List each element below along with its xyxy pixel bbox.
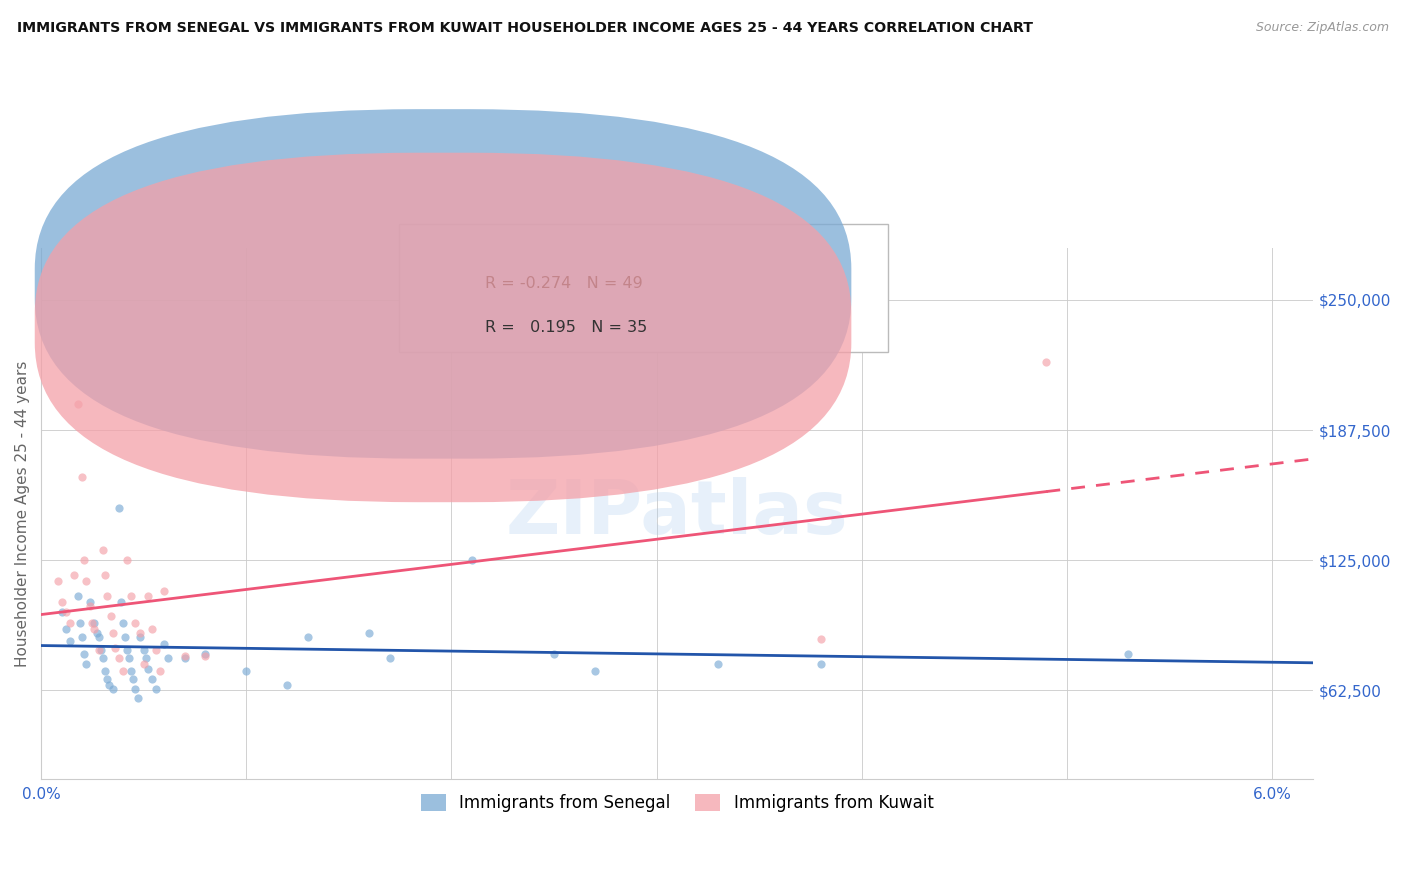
Point [124, 615, 146, 630]
Text: R =   0.195   N = 35: R = 0.195 N = 35 [485, 320, 647, 335]
Point [145, 682, 167, 697]
Point [120, 589, 142, 603]
Point [104, 640, 127, 655]
Point [59, 615, 82, 630]
FancyBboxPatch shape [398, 224, 889, 352]
Point [91, 542, 114, 557]
Point [93, 664, 115, 678]
Point [122, 672, 145, 686]
Point [135, 651, 157, 665]
Point [79, 595, 101, 609]
Point [132, 642, 155, 657]
Point [97, 678, 120, 692]
Point [93, 567, 115, 582]
Point [194, 648, 217, 663]
Point [75, 574, 97, 588]
Point [153, 636, 176, 650]
Point [63, 567, 86, 582]
Point [87, 630, 110, 644]
FancyBboxPatch shape [35, 109, 852, 458]
Point [67, 589, 90, 603]
Point [276, 678, 298, 692]
Point [73, 553, 96, 567]
Y-axis label: Householder Income Ages 25 - 44 years: Householder Income Ages 25 - 44 years [15, 360, 30, 666]
Point [83, 622, 105, 636]
Point [108, 651, 131, 665]
Text: ZIPatlas: ZIPatlas [506, 477, 848, 549]
Point [128, 630, 150, 644]
Point [96, 589, 118, 603]
Point [117, 553, 139, 567]
Point [101, 626, 124, 640]
Point [194, 647, 217, 661]
Point [75, 657, 97, 672]
Point [810, 657, 832, 672]
Point [173, 651, 195, 665]
Point [87, 642, 110, 657]
Point [124, 682, 146, 697]
Point [297, 630, 319, 644]
Point [127, 690, 149, 705]
Point [67, 397, 90, 411]
Text: R = -0.274   N = 49: R = -0.274 N = 49 [485, 277, 643, 292]
Point [55, 622, 77, 636]
Point [810, 632, 832, 647]
Text: IMMIGRANTS FROM SENEGAL VS IMMIGRANTS FROM KUWAIT HOUSEHOLDER INCOME AGES 25 - 4: IMMIGRANTS FROM SENEGAL VS IMMIGRANTS FR… [17, 21, 1033, 35]
Legend: Immigrants from Senegal, Immigrants from Kuwait: Immigrants from Senegal, Immigrants from… [413, 787, 941, 818]
Point [59, 634, 82, 648]
Point [96, 672, 118, 686]
Point [543, 647, 565, 661]
Point [69, 615, 91, 630]
Point [110, 595, 132, 609]
Point [136, 589, 159, 603]
Point [707, 657, 730, 672]
Point [51, 595, 73, 609]
Point [120, 664, 142, 678]
Point [112, 615, 135, 630]
Point [51, 605, 73, 619]
Point [378, 651, 401, 665]
Point [157, 651, 180, 665]
Point [145, 642, 167, 657]
Point [86, 626, 108, 640]
Point [82, 615, 104, 630]
Point [101, 682, 124, 697]
Point [1118, 647, 1140, 661]
Point [359, 626, 381, 640]
Point [70, 470, 93, 484]
Point [583, 664, 606, 678]
Point [118, 651, 141, 665]
Point [173, 648, 195, 663]
Point [132, 657, 155, 672]
Point [1035, 355, 1057, 369]
Point [55, 605, 77, 619]
Point [141, 622, 163, 636]
Point [461, 553, 484, 567]
Point [117, 642, 139, 657]
Point [90, 642, 112, 657]
Point [100, 609, 122, 624]
Point [141, 672, 163, 686]
Point [149, 664, 172, 678]
Point [112, 664, 135, 678]
Point [83, 615, 105, 630]
Point [91, 651, 114, 665]
Point [128, 626, 150, 640]
FancyBboxPatch shape [35, 153, 852, 502]
Point [108, 501, 131, 516]
Point [153, 584, 176, 599]
Point [79, 599, 101, 613]
Point [46, 574, 69, 588]
Point [70, 630, 93, 644]
Point [235, 664, 257, 678]
Point [114, 630, 136, 644]
Text: Source: ZipAtlas.com: Source: ZipAtlas.com [1256, 21, 1389, 34]
Point [136, 661, 159, 675]
Point [73, 647, 96, 661]
